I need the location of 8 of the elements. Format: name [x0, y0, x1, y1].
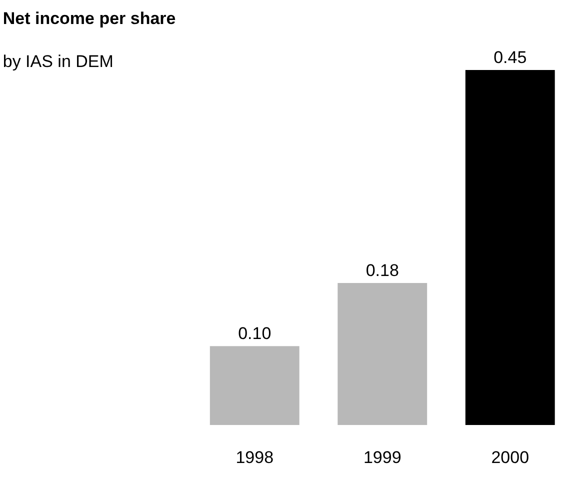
x-tick-label: 2000	[491, 448, 530, 467]
chart-title: Net income per share	[2, 9, 176, 28]
x-tick-label: 1999	[363, 448, 402, 467]
chart-subtitle: by IAS in DEM	[2, 52, 114, 72]
data-label: 0.45	[494, 48, 527, 67]
x-tick-label: 1998	[236, 448, 274, 467]
data-label: 0.10	[238, 324, 272, 344]
data-label: 0.18	[366, 261, 399, 280]
